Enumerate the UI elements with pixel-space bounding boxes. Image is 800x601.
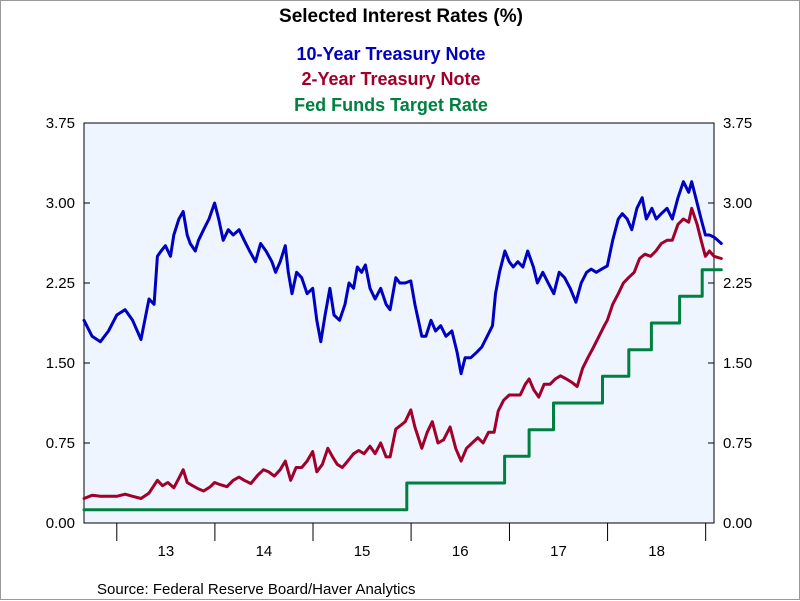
plot-area <box>83 122 715 524</box>
series-line-10-year <box>82 180 723 376</box>
y-tick-label-right: 0.00 <box>723 515 752 532</box>
y-tick-label-left: 3.75 <box>46 115 75 132</box>
x-tick-label: 13 <box>157 543 174 560</box>
y-axis-left: 0.00 0.75 1.50 2.25 3.00 3.75 <box>46 115 90 532</box>
y-tick-label-right: 3.75 <box>723 115 752 132</box>
series-line-2-year <box>82 206 723 500</box>
y-tick-label-left: 2.25 <box>46 275 75 292</box>
x-tick-label: 14 <box>256 543 273 560</box>
y-tick-label-left: 0.75 <box>46 435 75 452</box>
x-tick-label: 16 <box>452 543 469 560</box>
y-tick-label-right: 2.25 <box>723 275 752 292</box>
y-tick-label-left: 3.00 <box>46 195 75 212</box>
y-tick-label-left: 0.00 <box>46 515 75 532</box>
legend-entry-2-year: 2-Year Treasury Note <box>301 69 480 89</box>
x-tick-label: 17 <box>550 543 567 560</box>
x-axis: 13 14 15 16 17 18 <box>116 523 707 560</box>
y-tick-label-left: 1.50 <box>46 355 75 372</box>
series-line-fed-funds <box>82 268 723 512</box>
legend-entry-fed-funds: Fed Funds Target Rate <box>294 95 488 115</box>
source-note: Source: Federal Reserve Board/Haver Anal… <box>97 581 415 598</box>
y-axis-right: 0.00 0.75 1.50 2.25 3.00 3.75 <box>708 115 752 532</box>
series-layer <box>82 180 723 512</box>
chart-title: Selected Interest Rates (%) <box>279 6 523 27</box>
x-tick-label: 18 <box>648 543 665 560</box>
y-tick-label-right: 1.50 <box>723 355 752 372</box>
legend-entry-10-year: 10-Year Treasury Note <box>296 44 485 64</box>
x-tick-label: 15 <box>354 543 371 560</box>
y-tick-label-right: 0.75 <box>723 435 752 452</box>
y-tick-label-right: 3.00 <box>723 195 752 212</box>
